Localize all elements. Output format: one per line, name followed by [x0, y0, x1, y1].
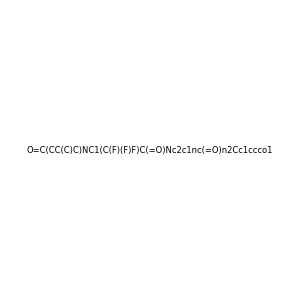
Text: O=C(CC(C)C)NC1(C(F)(F)F)C(=O)Nc2c1nc(=O)n2Cc1ccco1: O=C(CC(C)C)NC1(C(F)(F)F)C(=O)Nc2c1nc(=O)…	[27, 146, 273, 154]
